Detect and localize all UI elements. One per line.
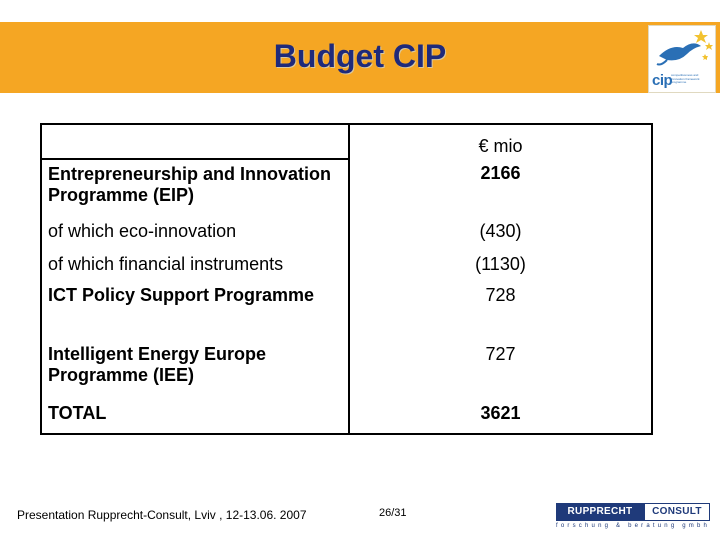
footer-presentation-text: Presentation Rupprecht-Consult, Lviv , 1… — [17, 508, 307, 522]
row-value: 728 — [485, 285, 516, 305]
slide-title: Budget CIP — [273, 38, 447, 74]
row-label: TOTAL — [41, 400, 350, 434]
rc-logo-left: RUPPRECHT — [556, 503, 644, 521]
cip-small-text: competitiveness and innovation framework… — [671, 73, 700, 84]
table-row: of which financial instruments (1130) — [41, 251, 652, 282]
table-row: ICT Policy Support Programme 728 — [41, 282, 652, 341]
table-header-row: € mio — [41, 124, 652, 160]
row-label: of which financial instruments — [41, 251, 350, 282]
table-row: TOTAL 3621 — [41, 400, 652, 434]
row-label: Entrepreneurship and Innovation Programm… — [41, 159, 350, 218]
row-label: ICT Policy Support Programme — [41, 282, 350, 341]
header-label-cell — [41, 124, 350, 160]
row-label: Intelligent Energy Europe Programme (IEE… — [41, 341, 350, 400]
table-row: Entrepreneurship and Innovation Programm… — [41, 159, 652, 218]
cip-letters: cip — [652, 72, 673, 89]
rupprecht-consult-logo: RUPPRECHT CONSULT — [556, 503, 710, 523]
row-value: (1130) — [475, 254, 526, 274]
row-label: of which eco-innovation — [41, 218, 350, 251]
row-value: 2166 — [480, 163, 521, 183]
leaping-figure-stars-icon — [656, 30, 713, 66]
rc-logo-right: CONSULT — [644, 503, 710, 521]
table-row: of which eco-innovation (430) — [41, 218, 652, 251]
row-value: 727 — [485, 344, 516, 364]
table-row: Intelligent Energy Europe Programme (IEE… — [41, 341, 652, 400]
header-value-cell: € mio — [478, 136, 523, 156]
rc-logo-tagline: forschung & beratung gmbh — [556, 523, 711, 529]
cip-logo: cip competitiveness and innovation frame… — [648, 25, 716, 93]
row-value: 3621 — [480, 403, 521, 423]
page-number: 26/31 — [379, 507, 407, 519]
budget-table: € mio Entrepreneurship and Innovation Pr… — [40, 123, 653, 435]
row-value: (430) — [479, 221, 522, 241]
header-bar — [0, 22, 720, 93]
